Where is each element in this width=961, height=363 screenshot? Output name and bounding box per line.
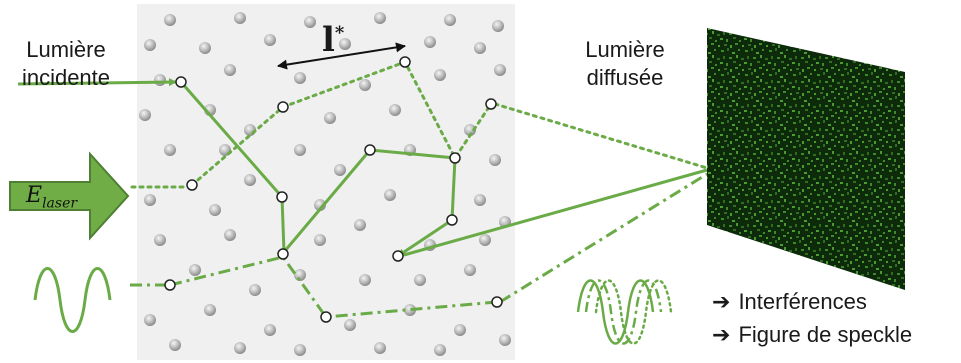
scatterer-particle [314, 234, 326, 246]
result-speckle: ➔ Figure de speckle [712, 322, 912, 349]
scatter-node [277, 248, 289, 260]
scatterer-particle [264, 34, 276, 46]
mean-free-path-arrow [277, 42, 406, 70]
path-dashdot [169, 255, 498, 319]
scatterer-particle [324, 112, 336, 124]
scatterer-particle [374, 12, 386, 24]
scatterer-particle [164, 144, 176, 156]
incident-label-line1: Lumière [26, 37, 106, 62]
scatter-node [446, 214, 458, 226]
scatterer-particle [354, 219, 366, 231]
scatterer-particle [479, 234, 491, 246]
laser-field-sub: laser [42, 195, 78, 212]
scatter-node [392, 250, 404, 262]
scatterer-particle [359, 274, 371, 286]
scatterer-particle [224, 64, 236, 76]
scatterer-particle [199, 42, 211, 54]
scatterer-particle [209, 204, 221, 216]
scatter-node [186, 179, 198, 191]
scatterer-particle [249, 284, 261, 296]
scatterer-particle [464, 264, 476, 276]
scatterer-particle [244, 174, 256, 186]
scatter-node [485, 98, 497, 110]
scatter-node [277, 101, 289, 113]
arrow-right-icon: ➔ [712, 290, 731, 315]
scatterer-particle [494, 64, 506, 76]
scatterer-particle [234, 12, 246, 24]
scattered-ray-dashdot [499, 172, 708, 304]
scatterer-particle [334, 164, 346, 176]
scatterer-particle [489, 154, 501, 166]
speckle-screen [707, 28, 905, 290]
scatterer-particle [389, 104, 401, 116]
scatterer-particle [189, 264, 201, 276]
incident-light-label: Lumière incidente [0, 36, 132, 92]
scatterer-particle [234, 342, 246, 354]
mean-free-path-sup: * [334, 22, 345, 44]
incident-ray-solid [17, 78, 177, 87]
laser-field-symbol: E [26, 183, 43, 208]
scatterer-particle [144, 314, 156, 326]
scatterer-particle [144, 194, 156, 206]
arrow-right-icon: ➔ [712, 323, 731, 348]
scatter-node [164, 279, 176, 291]
scatterer-particle [294, 269, 306, 281]
scatterer-particle [434, 69, 446, 81]
scatterer-particle [384, 189, 396, 201]
incident-wave-icon [33, 267, 112, 333]
scattered-ray-dotted [493, 102, 709, 170]
scatterer-particle [474, 194, 486, 206]
scatter-node [491, 296, 503, 308]
result-interference-text: Interférences [738, 289, 867, 314]
scatter-node [449, 152, 461, 164]
scatter-node [276, 191, 288, 203]
scatterer-particle [404, 304, 416, 316]
scatter-node [364, 144, 376, 156]
scatter-node [399, 56, 411, 68]
scatterer-particle [154, 74, 166, 86]
scatterer-particle [492, 20, 504, 32]
scatterer-particle [294, 344, 306, 356]
result-speckle-text: Figure de speckle [738, 322, 913, 347]
scatterer-particle [224, 229, 236, 241]
interference-waves-icon [576, 279, 673, 345]
laser-field-label: Elaser [26, 183, 77, 211]
scattered-label-line2: diffusée [586, 65, 664, 90]
scatter-node [175, 76, 187, 88]
scatterer-particle [204, 304, 216, 316]
scatterer-particle [414, 274, 426, 286]
scatterer-particle [454, 324, 466, 336]
scatterer-particle [169, 339, 181, 351]
scatterer-particle [164, 14, 176, 26]
scatterer-particle [444, 14, 456, 26]
scatterer-particle [474, 42, 486, 54]
result-interference: ➔ Interférences [712, 289, 867, 316]
scatterer-particle [359, 79, 371, 91]
scatterer-particle [144, 39, 156, 51]
scatterer-particle [499, 334, 511, 346]
scatterer-particle [464, 124, 476, 136]
scatterer-particle [294, 144, 306, 156]
scatter-node [320, 311, 332, 323]
scatterer-particle [304, 16, 316, 28]
scatterer-particle [294, 72, 306, 84]
scattered-light-label: Lumière diffusée [560, 36, 690, 92]
mean-free-path-symbol: l [322, 20, 335, 60]
scatterer-particle [344, 319, 356, 331]
laser-arrow [9, 151, 130, 241]
scatterer-particle [264, 324, 276, 336]
mean-free-path-label: l* [322, 20, 344, 60]
scattered-ray-solid [403, 168, 708, 257]
scatterer-particle [434, 344, 446, 356]
scattered-label-line1: Lumière [585, 37, 665, 62]
incident-label-line2: incidente [21, 65, 111, 90]
scatterer-particle [139, 109, 151, 121]
scatterer-particle [374, 342, 386, 354]
scatterer-particle [154, 234, 166, 246]
scatterer-particle [424, 36, 436, 48]
